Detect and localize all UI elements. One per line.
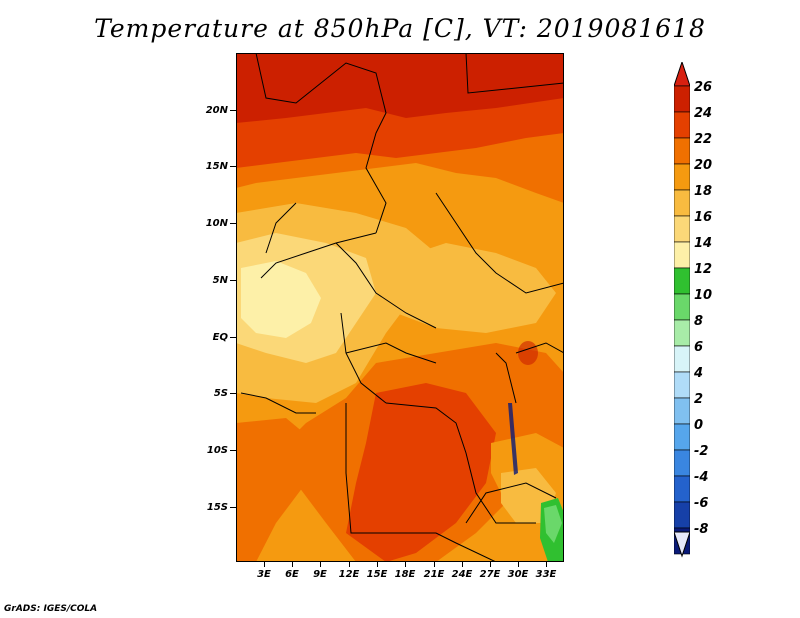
lon-tick bbox=[490, 562, 491, 567]
lat-tick bbox=[230, 166, 236, 167]
colorbar-label: -8 bbox=[694, 522, 709, 537]
lon-label-12e: 12E bbox=[338, 569, 360, 580]
lon-tick bbox=[546, 562, 547, 567]
colorbar-label: 14 bbox=[694, 236, 713, 251]
lat-tick bbox=[230, 280, 236, 281]
map-title: Temperature at 850hPa [C], VT: 201908161… bbox=[94, 14, 706, 43]
lon-label-3e: 3E bbox=[257, 569, 271, 580]
colorbar-label: 0 bbox=[694, 418, 704, 433]
colorbar-segment bbox=[674, 189, 690, 217]
lat-label-15n: 15N bbox=[205, 161, 228, 172]
colorbar-segment bbox=[674, 85, 690, 113]
colorbar-label: -6 bbox=[694, 496, 709, 511]
lon-tick bbox=[434, 562, 435, 567]
lon-label-27e: 27E bbox=[479, 569, 501, 580]
colorbar-segment bbox=[674, 267, 690, 295]
lon-label-21e: 21E bbox=[423, 569, 445, 580]
lon-label-30e: 30E bbox=[507, 569, 529, 580]
colorbar-label: 2 bbox=[694, 392, 704, 407]
colorbar-label: 24 bbox=[694, 106, 713, 121]
colorbar-label: 12 bbox=[694, 262, 713, 277]
temperature-map bbox=[236, 52, 565, 563]
colorbar-label: 8 bbox=[694, 314, 704, 329]
colorbar-under-triangle bbox=[674, 531, 690, 558]
lon-tick bbox=[320, 562, 321, 567]
colorbar-label: 20 bbox=[694, 158, 713, 173]
lat-label-eq: EQ bbox=[212, 332, 228, 343]
lon-label-15e: 15E bbox=[366, 569, 388, 580]
temp-band-central-18 bbox=[386, 243, 556, 333]
lon-tick bbox=[518, 562, 519, 567]
colorbar-segment bbox=[674, 501, 690, 529]
lon-label-33e: 33E bbox=[535, 569, 557, 580]
lat-label-10s: 10S bbox=[206, 445, 228, 456]
lat-label-15s: 15S bbox=[206, 502, 228, 513]
lon-label-18e: 18E bbox=[394, 569, 416, 580]
lat-label-5s: 5S bbox=[213, 388, 228, 399]
lake-tanganyika bbox=[508, 403, 518, 475]
lon-tick bbox=[462, 562, 463, 567]
lon-tick bbox=[377, 562, 378, 567]
temperature-field bbox=[236, 52, 565, 563]
temp-band-southeast-10 bbox=[544, 505, 562, 543]
colorbar-segment bbox=[674, 423, 690, 451]
colorbar-label: -4 bbox=[694, 470, 709, 485]
colorbar-segment bbox=[674, 293, 690, 321]
lat-tick bbox=[230, 110, 236, 111]
colorbar-segment bbox=[674, 397, 690, 425]
lon-tick bbox=[349, 562, 350, 567]
colorbar-segment bbox=[674, 215, 690, 243]
lat-label-5n: 5N bbox=[212, 275, 228, 286]
lat-tick bbox=[230, 450, 236, 451]
temp-band-west-14 bbox=[241, 261, 321, 338]
temp-band-south-24 bbox=[346, 383, 496, 562]
colorbar-segment bbox=[674, 111, 690, 139]
temp-band-southwest-22 bbox=[236, 418, 316, 562]
country-borders bbox=[240, 52, 565, 563]
lat-tick bbox=[230, 393, 236, 394]
colorbar-label: 4 bbox=[694, 366, 704, 381]
colorbar-label: 18 bbox=[694, 184, 713, 199]
lon-tick bbox=[264, 562, 265, 567]
colorbar-segment bbox=[674, 241, 690, 269]
lat-label-10n: 10N bbox=[205, 218, 228, 229]
lat-tick bbox=[230, 223, 236, 224]
colorbar-label: 10 bbox=[694, 288, 713, 303]
colorbar-segment bbox=[674, 475, 690, 503]
lon-tick bbox=[405, 562, 406, 567]
colorbar-segment bbox=[674, 345, 690, 373]
lon-label-9e: 9E bbox=[313, 569, 327, 580]
colorbar-segment bbox=[674, 163, 690, 191]
colorbar-segment bbox=[674, 319, 690, 347]
lat-tick bbox=[230, 337, 236, 338]
lon-tick bbox=[292, 562, 293, 567]
colorbar-label: 6 bbox=[694, 340, 704, 355]
colorbar-segment bbox=[674, 371, 690, 399]
lake-victoria bbox=[518, 341, 538, 365]
lat-tick bbox=[230, 507, 236, 508]
lon-label-24e: 24E bbox=[451, 569, 473, 580]
grads-footer: GrADS: IGES/COLA bbox=[4, 604, 98, 614]
colorbar-label: 22 bbox=[694, 132, 713, 147]
colorbar-segment bbox=[674, 449, 690, 477]
colorbar-label: 26 bbox=[694, 80, 713, 95]
colorbar-label: 16 bbox=[694, 210, 713, 225]
lon-label-6e: 6E bbox=[285, 569, 299, 580]
lat-label-20n: 20N bbox=[205, 105, 228, 116]
colorbar bbox=[674, 62, 690, 558]
colorbar-label: -2 bbox=[694, 444, 709, 459]
colorbar-segment bbox=[674, 137, 690, 165]
temp-band-north-26 bbox=[236, 53, 564, 123]
colorbar-over-triangle bbox=[674, 62, 690, 87]
